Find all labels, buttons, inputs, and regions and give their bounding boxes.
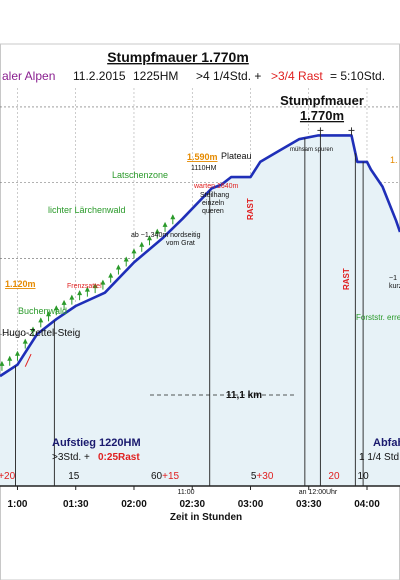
tree-icon (14, 350, 20, 356)
label-ab1340: ab ~1.340m nordseitig (131, 232, 201, 239)
chart-title: Stumpfmauer 1.770m (107, 49, 249, 65)
tour-time-up: >4 1/4Std. + (196, 69, 261, 83)
tour-time-total: = 5:10Std. (330, 69, 385, 83)
tree-icon (77, 290, 83, 296)
tree-icon (69, 294, 75, 300)
label-rast-2: RAST (342, 268, 351, 290)
x-tick-label: 1:00 (7, 499, 27, 510)
tree-icon (139, 241, 145, 247)
label-steilhang-1: Steilhang (200, 192, 229, 199)
tree-icon (0, 360, 5, 366)
tree-icon (84, 286, 90, 292)
tree-icon (123, 256, 129, 262)
tour-hm: 1225HM (133, 69, 178, 83)
label-1120: 1.120m (5, 279, 36, 289)
label-tilde: ~1 (389, 275, 397, 282)
label-plateau-height: 1.590m (187, 152, 218, 162)
route-line (0, 134, 400, 378)
tick-1100: 11:00 (178, 489, 195, 496)
tree-icon (162, 221, 168, 227)
segment-time-label: 15 (68, 471, 80, 482)
abfahrt-label: Abfah (373, 437, 400, 449)
aufstieg-time-b: 0:25Rast (98, 452, 140, 463)
x-axis-label: Zeit in Stunden (170, 512, 242, 523)
tree-markers (0, 214, 176, 371)
label-plateau: Plateau (221, 151, 252, 161)
segment-time-label: 10 (358, 471, 370, 482)
tree-icon (108, 272, 114, 278)
x-tick-label: 03:00 (238, 499, 264, 510)
x-tick-label: 02:00 (121, 499, 147, 510)
x-axis: 1:00 01:30 02:00 02:30 03:00 03:30 04:00 (0, 485, 400, 510)
segment-time-label: 60+15 (151, 471, 180, 482)
tree-icon (115, 264, 121, 270)
label-frenzsattel: Frenzsattel (67, 283, 102, 290)
segment-time-label: 5+30 (251, 471, 274, 482)
profile-area (0, 135, 400, 486)
tour-time-rest: >3/4 Rast (271, 69, 323, 83)
segment-time-label: 20 (328, 471, 340, 482)
label-muehsam: mühsam spuren (290, 147, 333, 153)
x-tick-label: 03:30 (296, 499, 322, 510)
tree-icon (53, 305, 59, 311)
tree-icon (92, 283, 98, 289)
region-text: aler Alpen (2, 69, 55, 83)
tree-icon (154, 228, 160, 234)
label-erreicht: erreicht (387, 313, 400, 322)
segment-time-label: 5+20 (0, 471, 16, 482)
label-warten: warten 1640m (193, 183, 239, 190)
label-kurz: kurz (389, 283, 400, 290)
label-steilhang-2: einzeln (202, 200, 224, 207)
x-tick-label: 01:30 (63, 499, 89, 510)
label-steilhang-3: queren (202, 208, 224, 215)
label-hugo: Hugo-Zettel-Steig (2, 328, 80, 339)
aufstieg-time-a: >3Std. + (52, 452, 90, 463)
x-tick-label: 04:00 (354, 499, 380, 510)
abfahrt-time: 1 1/4 Std (359, 452, 399, 463)
tree-icon (38, 317, 44, 323)
summit-name: Stumpfmauer (280, 93, 364, 108)
label-h-right: 1. (390, 155, 398, 165)
label-latschen: Latschenzone (112, 170, 168, 180)
tree-icon (170, 214, 176, 220)
tree-icon (22, 338, 28, 344)
summit-height: 1.770m (300, 108, 344, 123)
arrow-frenzsattel (24, 353, 32, 367)
x-tick-label: 02:30 (179, 499, 205, 510)
label-buchenwald: Buchenwald (18, 306, 67, 316)
label-forststr: Forststr. (356, 313, 385, 322)
tree-icon (7, 355, 13, 361)
aufstieg-label: Aufstieg 1220HM (52, 437, 141, 449)
label-laerchenwald: lichter Lärchenwald (48, 205, 126, 215)
segment-lines (15, 127, 364, 486)
label-1110hm: 1110HM (191, 165, 217, 172)
tree-icon (131, 248, 137, 254)
label-vomgrat: vom Grat (166, 240, 195, 247)
tour-date: 11.2.2015 (73, 69, 126, 83)
label-distance: 11,1 km (226, 390, 262, 401)
label-an-1200: an 12:00Uhr (299, 489, 338, 496)
tree-icon (46, 311, 52, 317)
tree-icon (100, 279, 106, 285)
tree-icon (30, 326, 36, 332)
label-rast-1: RAST (246, 198, 255, 220)
tree-icon (61, 299, 67, 305)
tree-icon (147, 235, 153, 241)
segment-times: 5+20 15 60+15 5+30 20 10 (0, 471, 369, 482)
